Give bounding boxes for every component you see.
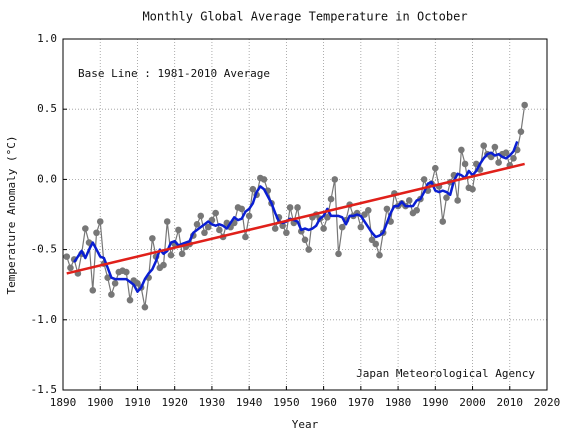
data-point (193, 221, 201, 228)
data-point (432, 164, 439, 172)
x-tick-label: 1970 (348, 396, 375, 409)
x-tick-label: 2000 (459, 396, 486, 409)
data-point (413, 206, 420, 214)
data-point (443, 194, 450, 201)
data-point (67, 264, 74, 272)
data-point (212, 209, 219, 217)
data-point (260, 176, 268, 183)
data-point (216, 226, 223, 234)
series-line (66, 104, 526, 308)
data-point (405, 197, 413, 204)
data-point (521, 101, 528, 109)
data-point (167, 251, 175, 259)
data-point (327, 195, 335, 203)
chart-title: Monthly Global Average Temperature in Oc… (142, 10, 467, 24)
data-point (249, 185, 257, 193)
data-point (96, 218, 104, 225)
data-point (461, 160, 469, 168)
x-tick-label: 1900 (87, 396, 114, 409)
x-tick-label: 1930 (199, 396, 226, 409)
data-point (491, 143, 499, 151)
x-tick-label: 1940 (236, 396, 263, 409)
data-point (242, 233, 249, 241)
data-point (93, 229, 100, 237)
data-point (104, 274, 111, 281)
series-line (73, 141, 519, 293)
y-tick-label: 1.0 (37, 32, 57, 45)
data-point (305, 246, 313, 253)
data-point (439, 218, 447, 225)
annotation: Japan Meteorological Agency (356, 367, 535, 380)
data-point (469, 185, 476, 193)
data-point (283, 229, 290, 237)
data-point (141, 303, 149, 311)
y-tick-label: -1.5 (31, 383, 58, 396)
y-tick-label: 0.5 (37, 102, 57, 115)
x-tick-label: 1920 (161, 396, 188, 409)
data-point (454, 197, 461, 204)
x-tick-label: 1960 (310, 396, 337, 409)
x-tick-label: 1890 (50, 396, 77, 409)
data-point (383, 205, 391, 213)
data-point (420, 176, 428, 183)
y-axis-label: Temperature Anomaly (°C) (5, 136, 18, 295)
x-tick-label: 2010 (497, 396, 524, 409)
data-point (364, 206, 372, 214)
data-point (480, 142, 488, 150)
series-line (66, 162, 525, 275)
plot-frame (62, 38, 548, 391)
x-axis-label: Year (292, 418, 319, 431)
data-point (122, 268, 130, 276)
data-point (338, 223, 346, 231)
data-point (160, 261, 167, 269)
data-point (271, 225, 279, 232)
data-point (376, 251, 383, 259)
y-tick-label: -1.0 (31, 313, 58, 326)
x-tick-label: 1980 (385, 396, 412, 409)
data-point (279, 222, 286, 230)
data-point (82, 225, 89, 232)
y-tick-label: -0.5 (31, 243, 58, 256)
data-point (201, 229, 208, 237)
data-point (175, 226, 182, 234)
data-point (126, 296, 134, 304)
data-point (163, 218, 171, 225)
data-point (301, 236, 309, 244)
data-point (286, 204, 294, 211)
data-point (63, 253, 71, 260)
data-point (517, 128, 525, 135)
data-point (111, 279, 119, 287)
data-point (357, 223, 365, 231)
data-point (108, 291, 115, 298)
x-tick-label: 2020 (534, 396, 561, 409)
data-point (510, 155, 517, 162)
y-tick-label: 0.0 (37, 172, 57, 185)
x-tick-label: 1990 (422, 396, 449, 409)
data-point (502, 149, 510, 157)
x-tick-label: 1910 (124, 396, 151, 409)
data-point (245, 212, 253, 220)
data-point (238, 205, 246, 213)
data-point (335, 250, 342, 258)
data-point (331, 176, 339, 183)
data-point (372, 240, 380, 248)
data-point (294, 204, 301, 211)
data-point (324, 214, 331, 221)
data-point (89, 287, 97, 294)
data-point (197, 212, 205, 220)
data-point (149, 235, 156, 242)
data-point (320, 225, 327, 232)
data-point (495, 159, 502, 166)
data-point (458, 146, 465, 154)
data-point (204, 223, 212, 231)
data-point (178, 250, 186, 258)
annotation: Base Line : 1981-2010 Average (78, 67, 270, 80)
x-tick-label: 1950 (273, 396, 300, 409)
